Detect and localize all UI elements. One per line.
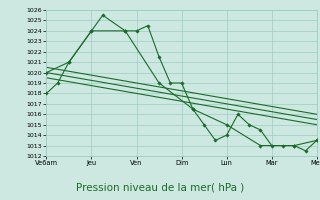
Text: Pression niveau de la mer( hPa ): Pression niveau de la mer( hPa ) xyxy=(76,182,244,192)
